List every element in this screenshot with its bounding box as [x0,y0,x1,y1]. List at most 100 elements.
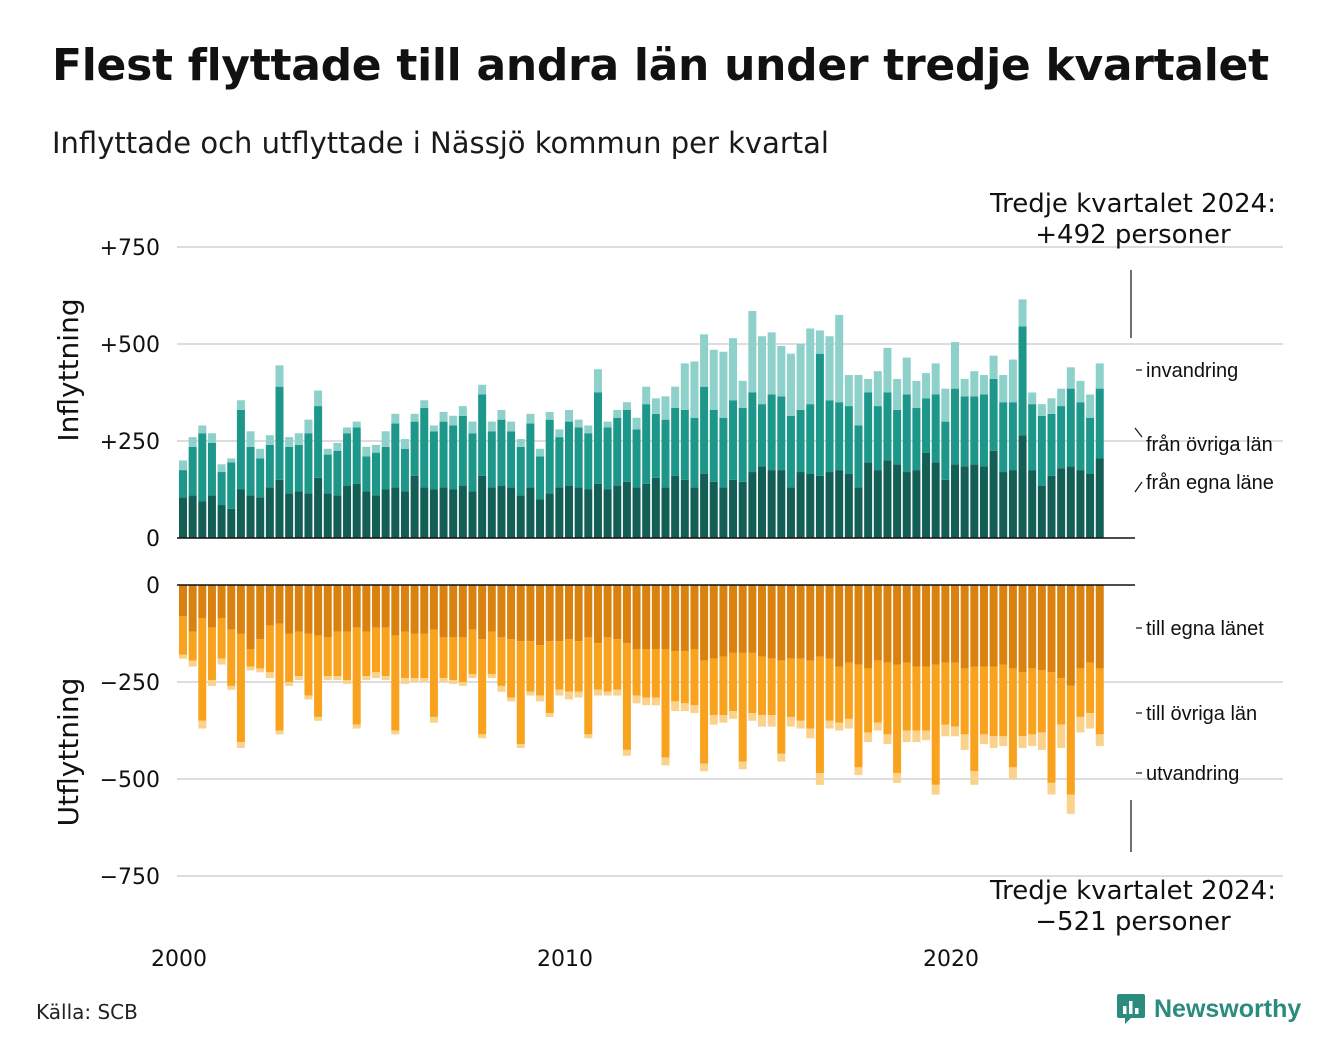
out-bar-40-0 [565,585,573,640]
in-bar-25-1 [420,408,429,488]
out-bar-64-2 [796,720,805,729]
in-bar-92-2 [1066,367,1075,389]
bars-inflyttning [179,299,1104,538]
in-bar-72-2 [873,371,882,407]
in-bar-47-1 [632,429,641,488]
out-bar-5-2 [227,685,236,690]
in-bar-31-1 [478,394,487,476]
in-bar-36-1 [526,423,535,488]
in-bar-35-1 [516,446,525,496]
label-fran-egna-lane: från egna läne [1146,472,1274,494]
in-bar-13-2 [304,419,313,434]
in-bar-28-1 [449,425,458,490]
in-bar-4-2 [217,464,226,473]
out-bar-90-2 [1047,782,1056,795]
out-bar-33-1 [497,637,506,686]
in-bar-62-2 [777,345,786,397]
out-bar-7-2 [246,666,255,671]
in-bar-73-0 [883,460,892,538]
out-bar-46-0 [622,585,631,644]
in-bar-35-2 [516,439,525,447]
label-utvandring: utvandring [1146,763,1239,785]
out-bar-6-1 [236,633,245,743]
in-bar-26-1 [429,431,438,490]
in-bar-52-2 [680,363,689,410]
out-bar-33-0 [497,585,506,638]
out-bar-11-0 [285,585,294,634]
in-bar-59-2 [748,311,757,393]
out-bar-1-0 [188,585,197,632]
in-bar-21-1 [381,446,390,490]
in-bar-59-0 [748,472,757,538]
out-bar-5-1 [227,629,236,686]
in-bar-2-0 [198,501,207,538]
out-bar-26-0 [429,585,438,630]
in-bar-7-1 [246,446,255,496]
in-bar-12-2 [294,433,303,445]
out-bar-88-0 [1028,585,1037,669]
in-bar-75-2 [902,357,911,395]
out-bar-84-0 [989,585,998,667]
out-bar-34-2 [507,697,516,702]
in-bar-71-0 [864,462,873,538]
in-bar-32-0 [487,487,496,538]
out-bar-12-1 [294,631,303,677]
in-bar-46-1 [622,409,631,482]
in-bar-14-0 [314,477,323,538]
in-bar-77-1 [922,398,931,453]
out-bar-2-1 [198,617,207,721]
out-bar-44-0 [603,585,612,638]
out-bar-56-2 [719,714,728,723]
out-bar-69-2 [844,718,853,729]
out-bar-14-1 [314,635,323,717]
in-bar-53-2 [690,361,699,418]
in-bar-79-0 [941,479,950,538]
in-bar-46-0 [622,481,631,538]
in-bar-31-0 [478,475,487,538]
in-bar-23-1 [400,448,409,492]
out-bar-47-2 [632,695,641,704]
in-bar-7-0 [246,495,255,538]
in-bar-42-2 [584,425,593,434]
in-bar-84-0 [989,450,998,538]
out-bar-52-2 [680,703,689,712]
in-bar-40-1 [565,421,573,486]
out-bar-93-0 [1076,585,1085,669]
in-bar-66-1 [815,353,824,476]
in-bar-20-0 [372,495,380,538]
out-bar-6-2 [236,742,245,748]
out-bar-57-0 [729,585,738,653]
in-bar-44-1 [603,427,612,490]
in-bar-30-0 [468,491,477,538]
in-bar-78-1 [931,394,940,463]
out-bar-39-0 [555,585,564,642]
out-bar-38-0 [545,585,554,642]
out-bar-74-1 [893,664,902,774]
in-bar-43-0 [593,483,602,538]
in-bar-76-0 [912,470,921,538]
out-bar-10-1 [275,623,284,731]
out-bar-38-1 [545,641,554,714]
out-bar-95-2 [1095,734,1104,747]
in-bar-15-0 [323,493,332,538]
out-bar-73-1 [883,662,892,735]
in-bar-83-2 [979,375,988,395]
out-bar-23-2 [400,678,409,684]
in-bar-52-1 [680,409,689,480]
in-bar-65-0 [806,473,815,538]
out-bar-74-0 [893,585,902,665]
out-bar-94-2 [1086,713,1095,729]
in-bar-34-2 [507,421,516,432]
out-bar-79-2 [941,724,950,737]
in-bar-53-1 [690,417,699,488]
out-bar-93-1 [1076,668,1085,717]
out-bar-25-0 [420,585,429,634]
in-bar-13-1 [304,433,313,494]
in-bar-2-2 [198,425,207,434]
out-bar-82-2 [970,771,979,785]
out-bar-73-0 [883,585,892,663]
in-bar-85-2 [999,375,1008,403]
in-bar-88-1 [1028,404,1037,471]
out-bar-7-0 [246,585,255,650]
in-bar-80-0 [951,464,959,538]
